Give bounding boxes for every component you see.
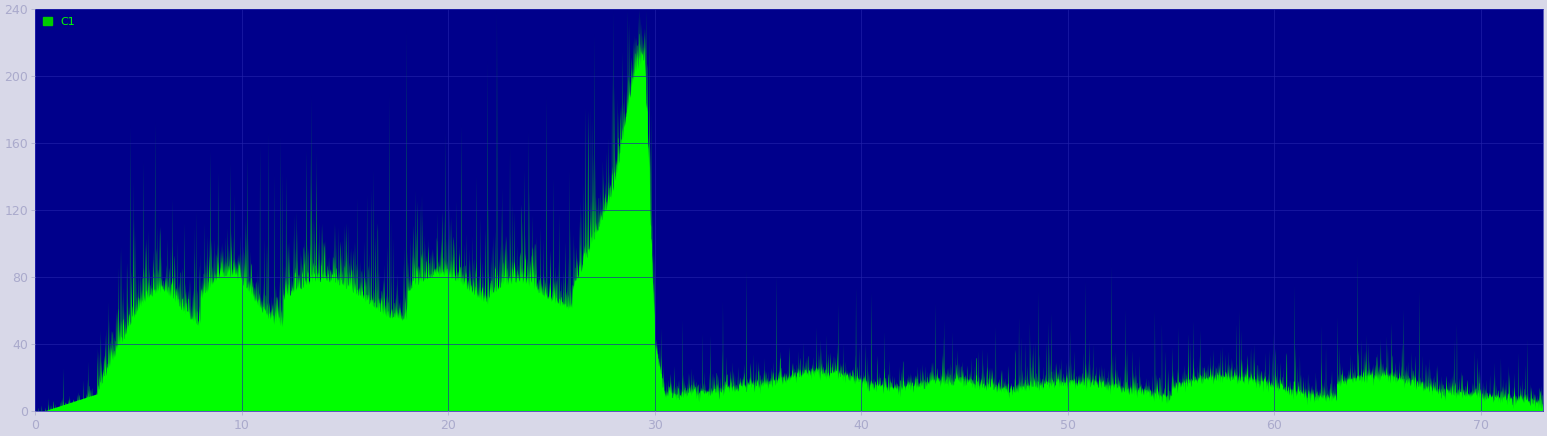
Legend: C1: C1 xyxy=(40,15,77,29)
